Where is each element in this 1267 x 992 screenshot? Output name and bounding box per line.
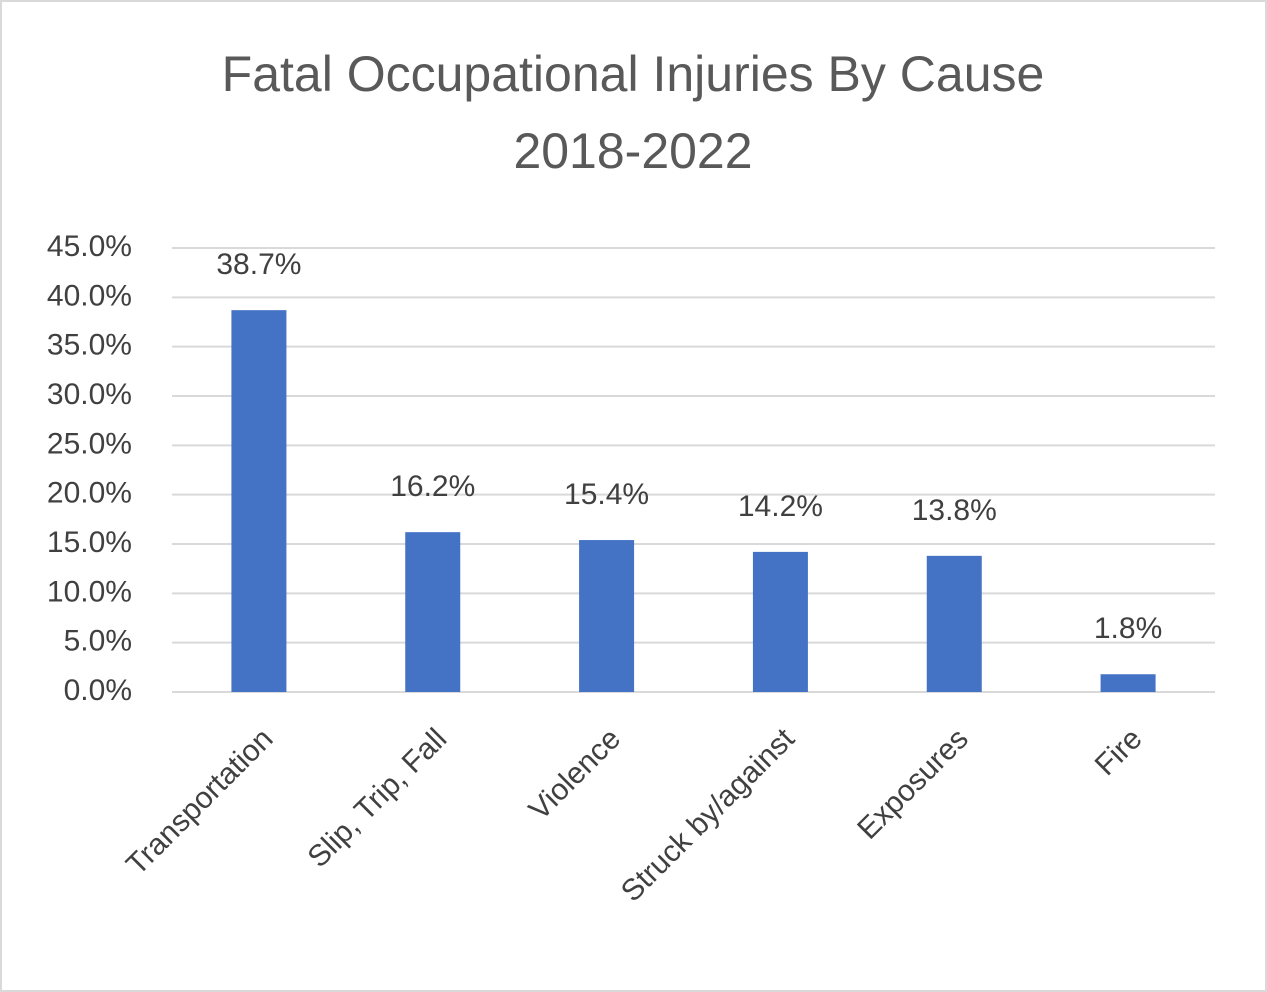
bar — [579, 540, 635, 692]
y-tick-label: 30.0% — [47, 378, 132, 411]
y-tick-label: 10.0% — [47, 575, 132, 608]
chart-title: 2018-2022 — [513, 123, 752, 179]
y-tick-label: 5.0% — [64, 625, 132, 658]
chart-title: Fatal Occupational Injuries By Cause — [222, 46, 1045, 102]
data-label: 1.8% — [1094, 612, 1162, 645]
bar — [752, 551, 808, 692]
y-tick-label: 20.0% — [47, 477, 132, 510]
y-tick-label: 0.0% — [64, 674, 132, 707]
y-tick-label: 25.0% — [47, 427, 132, 460]
data-label: 16.2% — [390, 470, 475, 503]
y-tick-label: 35.0% — [47, 329, 132, 362]
bar — [1100, 674, 1156, 692]
data-label: 38.7% — [216, 248, 301, 281]
bar — [405, 532, 461, 692]
bar — [231, 310, 287, 692]
data-label: 13.8% — [912, 494, 997, 527]
y-tick-label: 40.0% — [47, 279, 132, 312]
data-label: 15.4% — [564, 478, 649, 511]
bar — [926, 555, 982, 692]
y-tick-label: 15.0% — [47, 526, 132, 559]
data-label: 14.2% — [738, 490, 823, 523]
y-tick-label: 45.0% — [47, 230, 132, 263]
